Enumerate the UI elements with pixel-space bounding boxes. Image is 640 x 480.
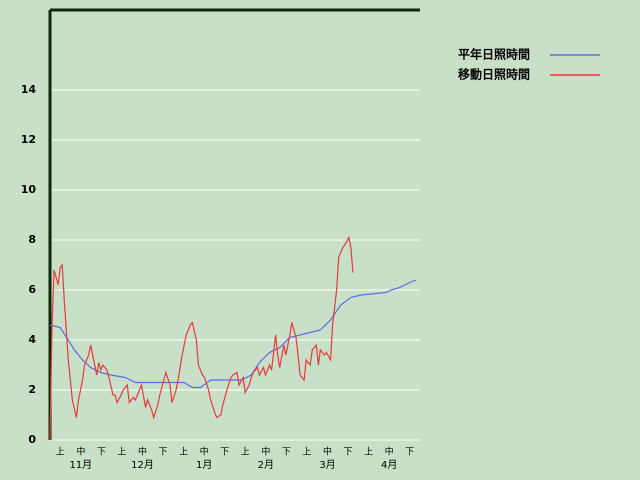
x-period-label: 上 xyxy=(364,447,373,458)
y-tick-label: 0 xyxy=(28,433,36,446)
x-period-label: 中 xyxy=(323,446,332,458)
series-line xyxy=(49,235,354,441)
x-period-label: 下 xyxy=(282,448,291,458)
x-period-label: 上 xyxy=(302,447,311,458)
x-period-label: 中 xyxy=(76,446,85,458)
x-period-label: 中 xyxy=(138,446,147,458)
y-tick-label: 2 xyxy=(28,383,36,396)
x-period-label: 中 xyxy=(261,446,270,458)
y-tick-label: 12 xyxy=(21,133,36,146)
legend-label: 平年日照時間 xyxy=(458,47,530,62)
x-period-label: 中 xyxy=(385,446,394,458)
x-period-label: 下 xyxy=(220,448,229,458)
x-month-label: 2月 xyxy=(258,459,274,471)
x-period-label: 上 xyxy=(117,447,126,458)
x-period-label: 下 xyxy=(344,448,353,458)
y-tick-label: 10 xyxy=(21,183,37,196)
x-period-label: 中 xyxy=(200,446,209,458)
x-period-label: 上 xyxy=(179,447,188,458)
x-period-label: 下 xyxy=(405,448,414,458)
legend-label: 移動日照時間 xyxy=(458,67,530,82)
x-period-label: 上 xyxy=(56,447,65,458)
x-period-label: 下 xyxy=(159,448,168,458)
x-month-label: 3月 xyxy=(319,459,335,471)
x-month-label: 1月 xyxy=(196,459,212,471)
series-line xyxy=(49,279,417,389)
x-month-label: 4月 xyxy=(381,459,397,471)
x-month-label: 11月 xyxy=(69,459,92,471)
y-tick-label: 14 xyxy=(21,83,37,96)
y-tick-label: 4 xyxy=(28,333,36,346)
y-tick-label: 8 xyxy=(28,233,36,246)
x-month-label: 12月 xyxy=(131,459,154,471)
x-period-label: 上 xyxy=(241,447,250,458)
x-period-label: 下 xyxy=(97,448,106,458)
y-tick-label: 6 xyxy=(28,283,36,296)
